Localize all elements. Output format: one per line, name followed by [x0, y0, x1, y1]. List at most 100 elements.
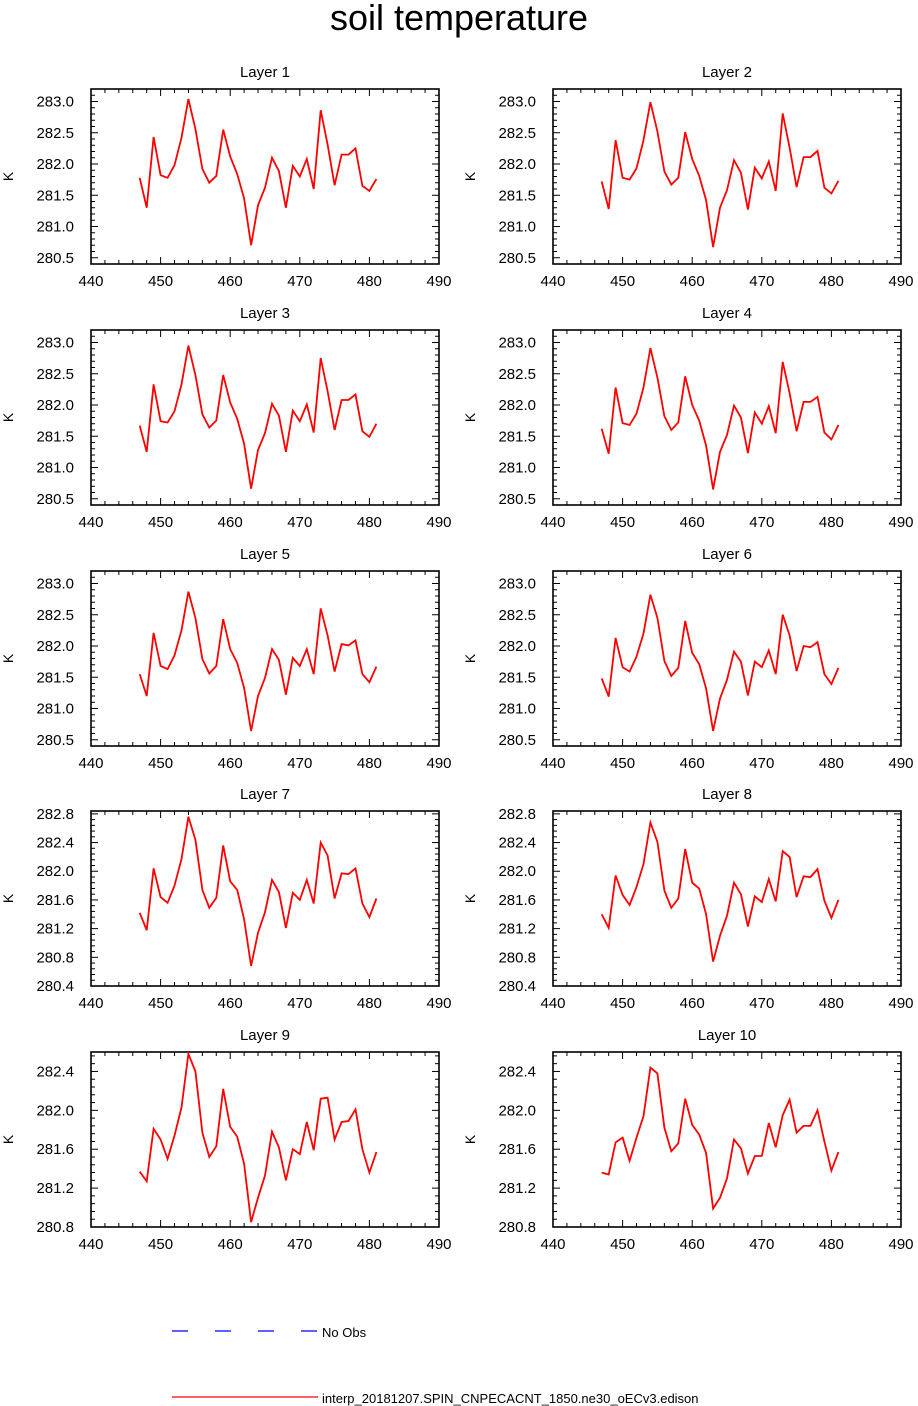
- model-series-line: [138, 591, 378, 732]
- panel-title: Layer 9: [240, 1027, 290, 1044]
- model-series-line: [600, 818, 840, 962]
- y-axis-label: K: [0, 412, 16, 422]
- x-tick-label: 470: [287, 514, 312, 531]
- y-tick-label: 281.6: [36, 1141, 74, 1158]
- y-tick-label: 282.0: [498, 1102, 536, 1119]
- y-axis-label: K: [462, 412, 478, 422]
- y-tick-label: 280.8: [498, 1219, 536, 1236]
- x-tick-label: 480: [819, 273, 844, 290]
- x-tick-label: 460: [680, 755, 705, 772]
- x-tick-label: 460: [680, 1236, 705, 1253]
- y-tick-label: 282.5: [498, 607, 536, 624]
- x-tick-label: 470: [749, 755, 774, 772]
- x-tick-label: 470: [749, 995, 774, 1012]
- x-tick-label: 490: [888, 273, 913, 290]
- x-tick-label: 460: [680, 514, 705, 531]
- y-axis-label: K: [462, 171, 478, 181]
- plot-frame: [552, 1051, 902, 1228]
- x-tick-label: 450: [148, 755, 173, 772]
- y-tick-label: 281.2: [498, 921, 536, 938]
- panel-title: Layer 3: [240, 305, 290, 322]
- y-tick-label: 282.4: [36, 1063, 74, 1080]
- panel-title: Layer 10: [698, 1027, 756, 1044]
- y-tick-label: 280.5: [498, 250, 536, 267]
- x-tick-label: 450: [610, 995, 635, 1012]
- panel-title: Layer 5: [240, 546, 290, 563]
- x-tick-label: 440: [540, 755, 565, 772]
- x-tick-label: 440: [540, 514, 565, 531]
- y-tick-label: 280.5: [36, 491, 74, 508]
- x-tick-label: 450: [148, 273, 173, 290]
- y-tick-label: 281.0: [36, 460, 74, 477]
- panel-title: Layer 6: [702, 546, 752, 563]
- legend: No Obs interp_20181207.SPIN_CNPECACNT_18…: [172, 1325, 699, 1406]
- y-tick-label: 281.2: [498, 1180, 536, 1197]
- y-tick-label: 282.8: [36, 806, 74, 823]
- x-tick-label: 460: [218, 1236, 243, 1253]
- plot-frame: [552, 810, 902, 987]
- y-tick-label: 282.5: [36, 125, 74, 142]
- x-tick-label: 440: [78, 273, 103, 290]
- x-tick-label: 480: [819, 514, 844, 531]
- x-tick-label: 490: [426, 1236, 451, 1253]
- x-tick-label: 470: [287, 995, 312, 1012]
- y-tick-label: 283.0: [36, 335, 74, 352]
- y-tick-label: 282.5: [498, 366, 536, 383]
- plot-frame: [90, 88, 440, 265]
- panel-title: Layer 4: [702, 305, 752, 322]
- model-series-line: [138, 816, 378, 967]
- x-tick-label: 480: [357, 514, 382, 531]
- y-tick-label: 281.5: [36, 428, 74, 445]
- y-axis-label: K: [462, 1134, 478, 1144]
- model-series-line: [600, 101, 840, 248]
- y-tick-label: 281.2: [36, 1180, 74, 1197]
- figure-title: soil temperature: [330, 0, 588, 38]
- y-axis-label: K: [0, 1134, 16, 1144]
- x-tick-label: 490: [888, 995, 913, 1012]
- y-axis-label: K: [462, 653, 478, 663]
- y-tick-label: 280.5: [498, 491, 536, 508]
- y-tick-label: 281.5: [498, 669, 536, 686]
- x-tick-label: 450: [148, 995, 173, 1012]
- x-tick-label: 450: [148, 514, 173, 531]
- y-tick-label: 282.0: [36, 863, 74, 880]
- plot-frame: [552, 88, 902, 265]
- y-tick-label: 280.8: [36, 1219, 74, 1236]
- plot-frame: [90, 329, 440, 506]
- x-tick-label: 470: [749, 1236, 774, 1253]
- x-tick-label: 460: [218, 273, 243, 290]
- panel-layer-8: Layer 8 K 440 450 460 470 480 490 280.4 280.8 281.…: [462, 786, 914, 1012]
- model-series-line: [601, 1065, 840, 1212]
- panel-layer-3: Layer 3 K 440 450 460 470 480 490 280.5 281.0 281.…: [0, 305, 452, 531]
- panel-title: Layer 7: [240, 786, 290, 803]
- y-tick-label: 282.0: [36, 397, 74, 414]
- x-tick-label: 490: [888, 514, 913, 531]
- x-tick-label: 480: [357, 273, 382, 290]
- y-tick-label: 282.0: [498, 638, 536, 655]
- y-tick-label: 282.0: [36, 156, 74, 173]
- y-tick-label: 282.4: [498, 1063, 536, 1080]
- y-tick-label: 280.8: [498, 949, 536, 966]
- x-tick-label: 450: [610, 514, 635, 531]
- y-tick-label: 283.0: [36, 576, 74, 593]
- y-tick-label: 281.5: [36, 669, 74, 686]
- plot-frame: [552, 570, 902, 747]
- x-tick-label: 480: [819, 995, 844, 1012]
- x-tick-label: 480: [819, 755, 844, 772]
- x-tick-label: 440: [78, 1236, 103, 1253]
- y-tick-label: 282.0: [498, 156, 536, 173]
- x-tick-label: 460: [680, 995, 705, 1012]
- legend-model-label: interp_20181207.SPIN_CNPECACNT_1850.ne30…: [322, 1391, 699, 1406]
- y-tick-label: 281.0: [498, 219, 536, 236]
- y-tick-label: 280.8: [36, 949, 74, 966]
- model-series-line: [138, 1050, 378, 1223]
- plot-frame: [90, 1051, 440, 1228]
- plot-frame: [90, 810, 440, 987]
- x-tick-label: 470: [749, 273, 774, 290]
- model-series-line: [600, 347, 840, 490]
- y-tick-label: 280.5: [36, 250, 74, 267]
- y-axis-label: K: [462, 893, 478, 903]
- x-tick-label: 450: [610, 273, 635, 290]
- x-tick-label: 490: [426, 995, 451, 1012]
